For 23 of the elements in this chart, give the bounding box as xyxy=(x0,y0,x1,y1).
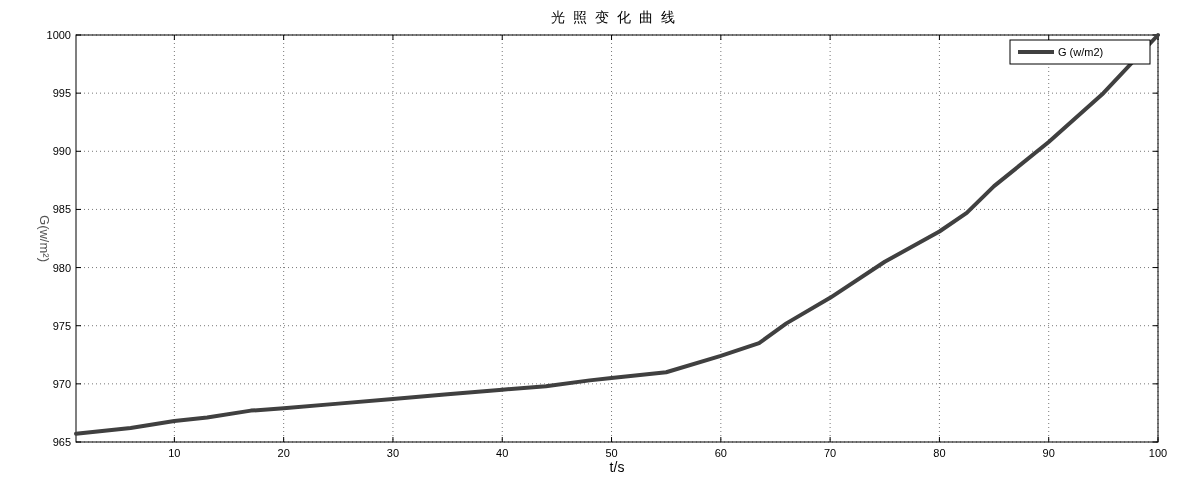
chart-title: 光照变化曲线 xyxy=(551,9,683,25)
x-tick-label: 60 xyxy=(714,447,727,459)
x-tick-label: 90 xyxy=(1042,447,1055,459)
y-tick-label: 1000 xyxy=(46,29,71,41)
x-tick-label: 10 xyxy=(168,447,181,459)
x-tick-label: 80 xyxy=(933,447,946,459)
y-tick-label: 965 xyxy=(52,436,71,448)
y-tick-label: 975 xyxy=(52,319,71,332)
y-tick-label: 970 xyxy=(52,377,71,390)
x-tick-label: 20 xyxy=(277,447,290,459)
x-tick-label: 70 xyxy=(824,447,837,459)
x-axis-title: t/s xyxy=(609,459,625,475)
y-tick-label: 990 xyxy=(52,145,71,158)
legend: G (w/m2) xyxy=(1009,39,1151,65)
y-tick-label: 985 xyxy=(52,203,71,216)
x-tick-label: 40 xyxy=(496,447,509,459)
x-tick-label: 30 xyxy=(386,447,400,459)
legend-label: G (w/m2) xyxy=(1058,46,1104,58)
y-tick-label: 995 xyxy=(52,87,71,100)
x-tick-label: 50 xyxy=(605,447,618,459)
y-axis-title: G(w/m²) xyxy=(37,215,52,262)
y-tick-label: 980 xyxy=(52,261,71,274)
x-tick-label: 100 xyxy=(1148,447,1168,459)
